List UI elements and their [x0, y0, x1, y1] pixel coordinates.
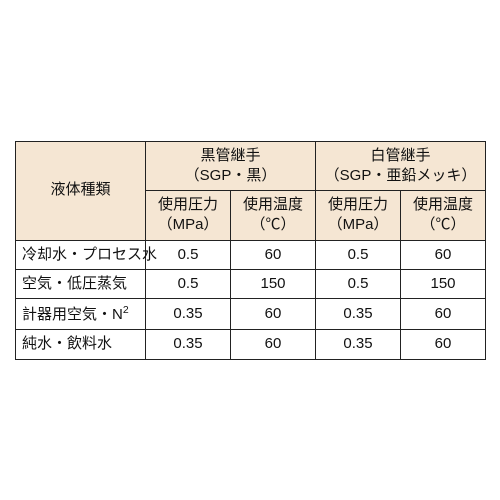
header-group-white: 白管継手 （SGP・亜鉛メッキ） — [316, 141, 486, 191]
cell-value: 0.35 — [316, 330, 401, 359]
cell-value: 60 — [231, 330, 316, 359]
cell-value: 0.5 — [146, 269, 231, 298]
cell-label: 空気・低圧蒸気 — [16, 269, 146, 298]
header-group-black: 黒管継手 （SGP・黒） — [146, 141, 316, 191]
header-group-black-l2: （SGP・黒） — [185, 167, 277, 184]
header-black-temp: 使用温度 （℃） — [231, 191, 316, 241]
cell-value: 0.5 — [316, 269, 401, 298]
table-row: 計器用空気・N2 0.35 60 0.35 60 — [16, 299, 486, 330]
cell-label: 冷却水・プロセス水 — [16, 240, 146, 269]
cell-value: 0.35 — [146, 299, 231, 330]
header-white-temp: 使用温度 （℃） — [401, 191, 486, 241]
cell-value: 0.5 — [146, 240, 231, 269]
table-row: 純水・飲料水 0.35 60 0.35 60 — [16, 330, 486, 359]
header-black-pressure: 使用圧力 （MPa） — [146, 191, 231, 241]
cell-value: 0.35 — [146, 330, 231, 359]
header-liquid-type: 液体種類 — [16, 141, 146, 240]
table-row: 冷却水・プロセス水 0.5 60 0.5 60 — [16, 240, 486, 269]
header-group-white-l2: （SGP・亜鉛メッキ） — [325, 167, 477, 184]
cell-value: 60 — [231, 240, 316, 269]
header-white-pressure: 使用圧力 （MPa） — [316, 191, 401, 241]
cell-value: 150 — [401, 269, 486, 298]
cell-value: 60 — [401, 240, 486, 269]
table-row: 空気・低圧蒸気 0.5 150 0.5 150 — [16, 269, 486, 298]
cell-value: 60 — [401, 299, 486, 330]
cell-value: 60 — [401, 330, 486, 359]
spec-table-container: 液体種類 黒管継手 （SGP・黒） 白管継手 （SGP・亜鉛メッキ） 使用圧力 … — [15, 141, 485, 360]
cell-label: 純水・飲料水 — [16, 330, 146, 359]
cell-value: 0.35 — [316, 299, 401, 330]
header-group-black-l1: 黒管継手 — [200, 147, 260, 164]
header-group-white-l1: 白管継手 — [370, 147, 430, 164]
spec-table: 液体種類 黒管継手 （SGP・黒） 白管継手 （SGP・亜鉛メッキ） 使用圧力 … — [15, 141, 486, 360]
cell-value: 60 — [231, 299, 316, 330]
cell-value: 0.5 — [316, 240, 401, 269]
cell-value: 150 — [231, 269, 316, 298]
table-body: 冷却水・プロセス水 0.5 60 0.5 60 空気・低圧蒸気 0.5 150 … — [16, 240, 486, 359]
cell-label: 計器用空気・N2 — [16, 299, 146, 330]
